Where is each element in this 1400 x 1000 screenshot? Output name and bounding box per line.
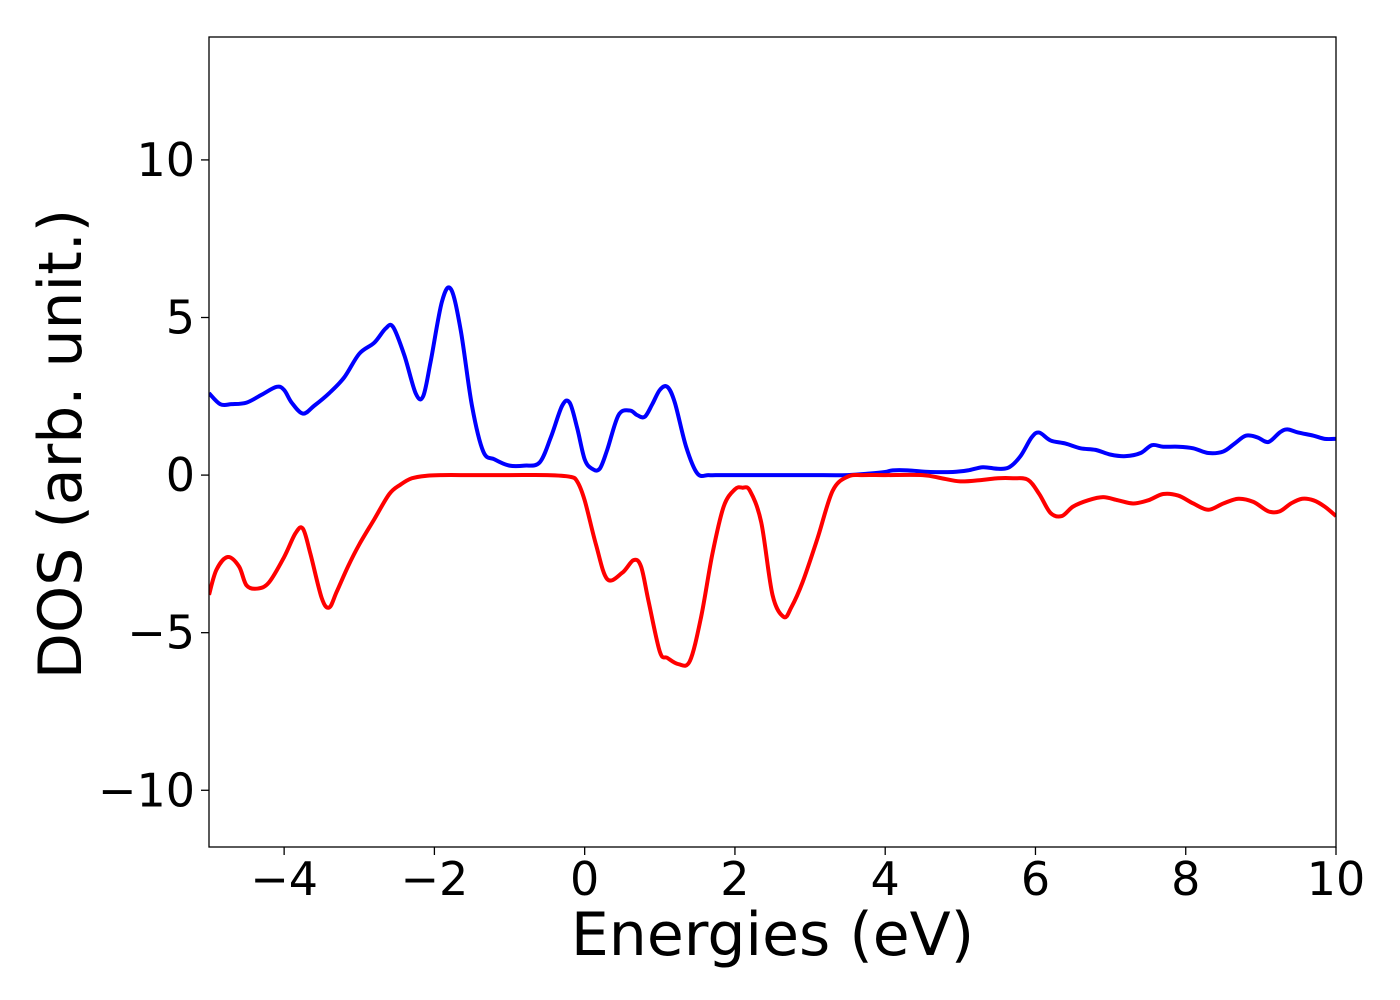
series-layer [209,285,1336,668]
x-tick-label: 8 [1171,852,1200,906]
y-tick-label: −10 [98,763,195,817]
y-tick-label: −5 [127,606,195,660]
y-axis: 10 5 0 −5 −10 [98,133,209,817]
plot-frame [208,36,1337,848]
y-tick-label: 5 [166,291,195,345]
series-line-spin-up [209,285,1336,479]
y-axis-label: DOS (arb. unit.) [26,209,96,679]
x-tick-label: −4 [250,852,318,906]
x-tick-label: 10 [1307,852,1366,906]
x-tick-label: 2 [720,852,749,906]
y-tick-label: 10 [136,133,195,187]
x-tick-label: 0 [570,852,599,906]
y-tick-label: 0 [166,448,195,502]
x-tick-label: −2 [400,852,468,906]
x-tick-label: 4 [871,852,900,906]
x-axis-label: Energies (eV) [571,900,974,970]
x-axis: −4 −2 0 2 4 6 8 10 [250,847,1365,906]
x-tick-label: 6 [1021,852,1050,906]
series-line-spin-down [209,472,1336,668]
